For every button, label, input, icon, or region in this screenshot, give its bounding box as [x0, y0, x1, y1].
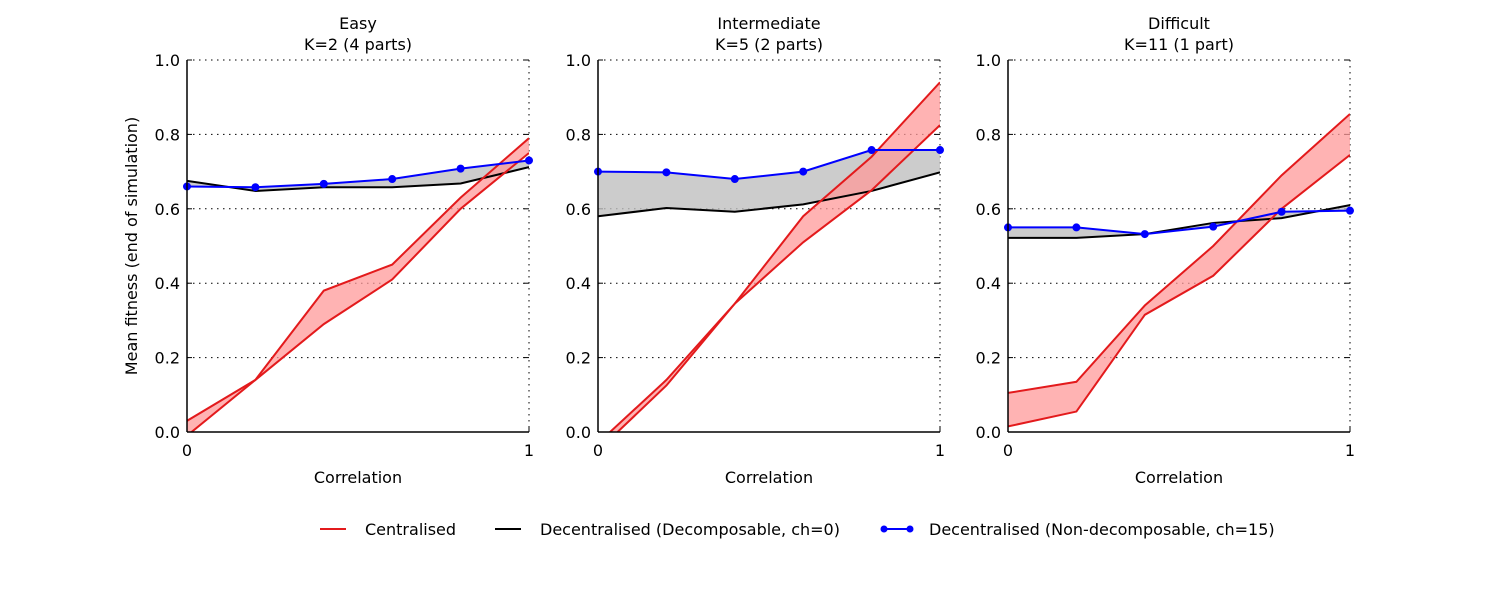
- decentralised-gap-band: [187, 160, 529, 191]
- legend-item-non-decomposable: Decentralised (Non-decomposable, ch=15): [880, 520, 1275, 539]
- panel-subtitle: K=5 (2 parts): [715, 35, 823, 54]
- series-line-centralised-upper: [608, 81, 940, 432]
- panel-subtitle: K=11 (1 part): [1124, 35, 1234, 54]
- series-line-centralised-lower: [1008, 154, 1350, 428]
- x-tick-label: 0: [182, 441, 192, 460]
- legend-label: Decentralised (Non-decomposable, ch=15): [929, 520, 1275, 539]
- y-tick-label: 1.0: [155, 51, 180, 70]
- data-point-non-decomposable: [1277, 207, 1286, 216]
- chart-panel-difficult: Difficult K=11 (1 part) 0.0 0.2 0.4 0.6 0.8 1.0…: [976, 14, 1356, 487]
- y-tick-label: 0.8: [566, 125, 591, 144]
- data-point-non-decomposable: [525, 156, 533, 165]
- data-point-non-decomposable: [799, 167, 808, 176]
- y-tick-label: 0.8: [976, 125, 1001, 144]
- series-line-decomposable: [598, 171, 940, 218]
- panel-title: Difficult: [1148, 14, 1210, 33]
- plot-area: [598, 81, 940, 432]
- data-point-non-decomposable: [662, 168, 671, 177]
- plot-area: [187, 137, 529, 432]
- x-tick-label: 1: [1345, 441, 1355, 460]
- y-tick-label: 0.4: [566, 274, 591, 293]
- decentralised-gap-band: [1008, 205, 1350, 238]
- y-tick-label: 0.2: [976, 349, 1001, 368]
- data-point-non-decomposable: [319, 179, 328, 188]
- legend-item-centralised: Centralised: [320, 520, 456, 539]
- series-line-decomposable: [187, 166, 529, 192]
- x-tick-label: 1: [935, 441, 945, 460]
- data-point-non-decomposable: [251, 183, 260, 192]
- data-point-non-decomposable: [456, 164, 465, 173]
- data-point-non-decomposable: [1140, 230, 1149, 239]
- decentralised-gap-band: [598, 150, 940, 217]
- legend-label: Centralised: [365, 520, 456, 539]
- chart-panel-intermediate: Intermediate K=5 (2 parts) 0.0 0.2 0.4 0.6 0.8…: [566, 14, 946, 487]
- x-axis-label: Correlation: [1135, 468, 1223, 487]
- x-tick-label: 0: [593, 441, 603, 460]
- x-axis-label: Correlation: [314, 468, 402, 487]
- y-tick-label: 0.6: [976, 200, 1001, 219]
- y-tick-label: 0.0: [155, 423, 180, 442]
- legend-marker: [906, 525, 914, 533]
- y-tick-label: 1.0: [566, 51, 591, 70]
- series-line-decomposable: [1008, 204, 1350, 239]
- chart-panels: Easy K=2 (4 parts) 0.0 0.2 0.4 0.6 0.8 1.0 0 1 Cor…: [155, 14, 1356, 487]
- y-tick-label: 0.2: [566, 349, 591, 368]
- series-line-non-decomposable: [187, 159, 529, 189]
- y-tick-label: 0.0: [976, 423, 1001, 442]
- series-line-centralised-upper: [187, 137, 529, 422]
- data-point-non-decomposable: [1209, 222, 1218, 231]
- series-line-centralised-lower: [616, 124, 940, 432]
- legend-marker: [880, 525, 888, 533]
- y-tick-label: 0.4: [976, 274, 1001, 293]
- x-tick-label: 1: [524, 441, 534, 460]
- y-tick-label: 0.6: [566, 200, 591, 219]
- y-tick-label: 0.6: [155, 200, 180, 219]
- legend-label: Decentralised (Decomposable, ch=0): [540, 520, 840, 539]
- chart-panel-easy: Easy K=2 (4 parts) 0.0 0.2 0.4 0.6 0.8 1.0 0 1 Cor…: [155, 14, 535, 487]
- y-tick-label: 0.2: [155, 349, 180, 368]
- data-point-non-decomposable: [1346, 206, 1354, 215]
- panel-title: Easy: [339, 14, 377, 33]
- panel-title: Intermediate: [717, 14, 820, 33]
- data-point-non-decomposable: [936, 146, 944, 155]
- data-point-non-decomposable: [388, 175, 397, 184]
- panel-subtitle: K=2 (4 parts): [304, 35, 412, 54]
- legend: Centralised Decentralised (Decomposable, …: [320, 520, 1275, 539]
- data-point-non-decomposable: [730, 175, 739, 184]
- series-line-non-decomposable: [598, 149, 940, 181]
- x-tick-label: 0: [1003, 441, 1013, 460]
- y-tick-label: 1.0: [976, 51, 1001, 70]
- series-line-non-decomposable: [1008, 209, 1350, 236]
- y-axis-label: Mean fitness (end of simulation): [122, 117, 141, 375]
- data-point-non-decomposable: [1072, 223, 1081, 232]
- y-tick-label: 0.0: [566, 423, 591, 442]
- y-tick-label: 0.8: [155, 125, 180, 144]
- x-axis-label: Correlation: [725, 468, 813, 487]
- series-line-centralised-lower: [189, 152, 529, 432]
- y-tick-label: 0.4: [155, 274, 180, 293]
- plot-area: [1008, 113, 1350, 428]
- series-line-centralised-upper: [1008, 113, 1350, 394]
- legend-item-decomposable: Decentralised (Decomposable, ch=0): [495, 520, 840, 539]
- data-point-non-decomposable: [867, 146, 876, 155]
